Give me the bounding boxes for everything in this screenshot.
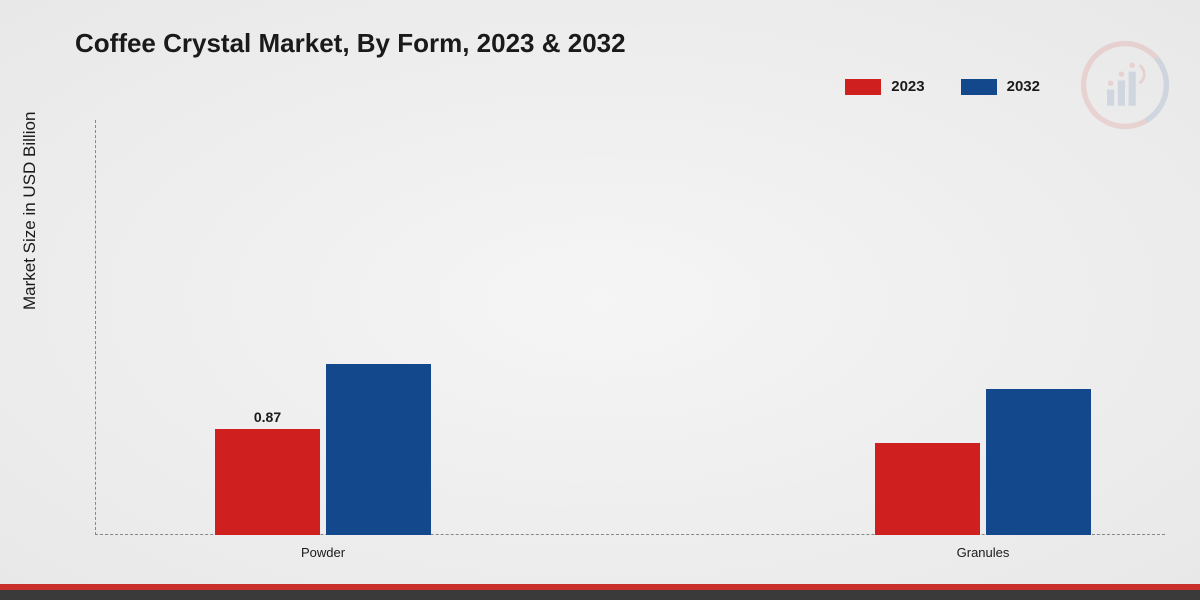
legend-swatch [961, 79, 997, 95]
x-category-granules: Granules [957, 545, 1010, 560]
legend: 2023 2032 [845, 78, 1040, 95]
legend-swatch [845, 79, 881, 95]
bar-powder-2032 [326, 364, 431, 535]
bar-granules-2023 [875, 443, 980, 535]
bar-value-label: 0.87 [254, 409, 281, 425]
legend-label: 2032 [1007, 78, 1040, 95]
x-category-powder: Powder [301, 545, 345, 560]
y-axis-line [95, 120, 96, 535]
y-axis-label: Market Size in USD Billion [20, 112, 40, 310]
bar-powder-2023 [215, 429, 320, 535]
legend-item-2023: 2023 [845, 78, 924, 95]
watermark-logo-icon [1080, 40, 1170, 130]
plot-area: 0.87 [95, 120, 1165, 535]
legend-item-2032: 2032 [961, 78, 1040, 95]
bar-granules-2032 [986, 389, 1091, 535]
footer-dark-bar [0, 590, 1200, 600]
chart-title: Coffee Crystal Market, By Form, 2023 & 2… [75, 28, 626, 59]
legend-label: 2023 [891, 78, 924, 95]
